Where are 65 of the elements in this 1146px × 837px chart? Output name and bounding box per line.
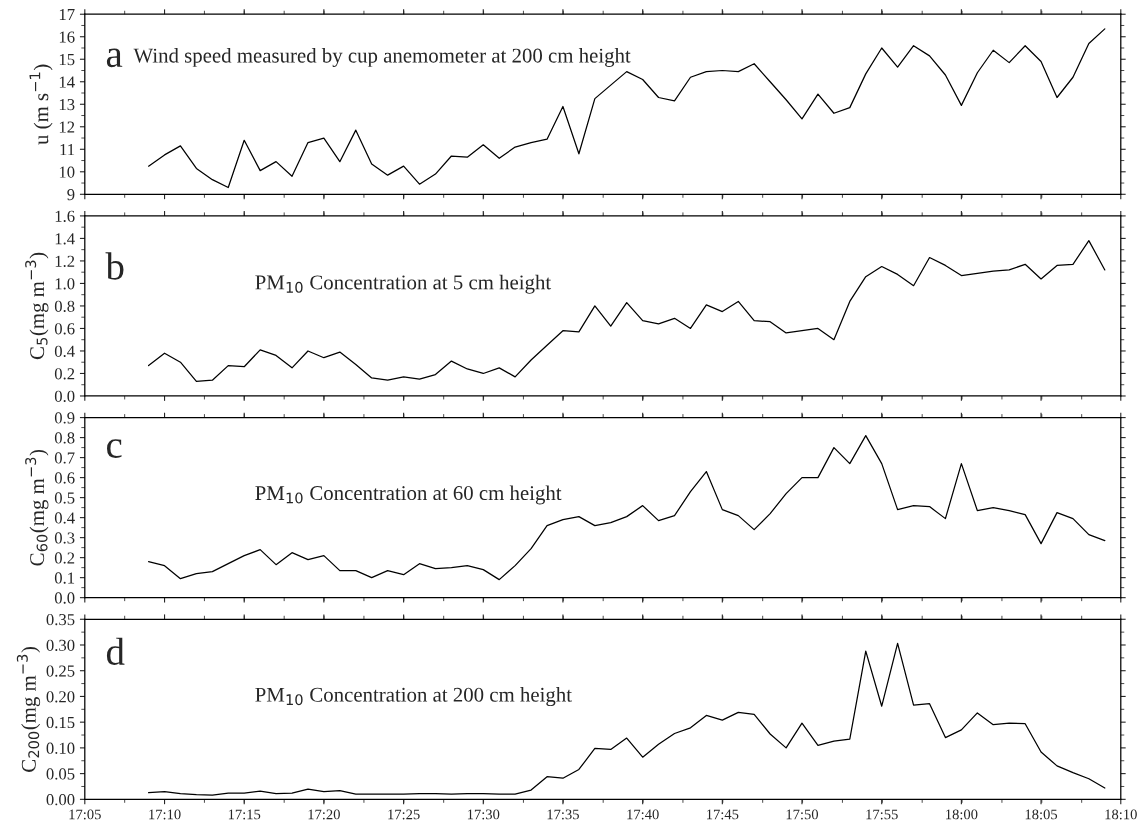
y-tick-label: 0.8 xyxy=(54,300,75,312)
y-tick-label: 0.3 xyxy=(54,532,75,544)
x-tick-label: 17:40 xyxy=(627,809,659,820)
x-tick-label: 17:20 xyxy=(308,809,340,820)
annotation: a xyxy=(106,48,123,68)
y-tick-label: 0.8 xyxy=(54,432,75,444)
x-tick-label: 18:10 xyxy=(1105,809,1137,820)
x-tick-label: 18:05 xyxy=(1025,809,1058,820)
annotation: Wind speed measured by cup anemometer at 200 cm height xyxy=(133,47,631,67)
annotation: PM$_{10}$ Concentration at 5 cm height xyxy=(255,274,552,294)
x-tick-label: 17:45 xyxy=(707,809,739,820)
annotation: PM$_{10}$ Concentration at 60 cm height xyxy=(255,485,562,505)
x-tick-label: 17:35 xyxy=(547,809,579,820)
annotation: c xyxy=(107,439,122,458)
y-tick-label: 14 xyxy=(59,76,75,88)
y-tick-label: 12 xyxy=(59,121,75,133)
y-tick-label: 1.2 xyxy=(55,255,75,267)
y-axis-title: C$_{5}$(mg m$^{−3}$) xyxy=(25,252,49,360)
y-tick-label: 0.0 xyxy=(54,390,75,402)
y-tick-label: 13 xyxy=(59,99,75,111)
y-tick-label: 0.9 xyxy=(54,412,75,424)
annotation: d xyxy=(106,637,125,666)
y-tick-label: 1.6 xyxy=(55,210,75,222)
y-tick-label: 17 xyxy=(59,9,75,21)
x-tick-label: 17:55 xyxy=(866,809,898,820)
y-tick-label: 0.30 xyxy=(46,639,75,652)
y-tick-label: 0.2 xyxy=(54,368,75,380)
y-tick-label: 0.20 xyxy=(46,691,75,703)
y-tick-label: 0.10 xyxy=(46,742,75,754)
x-tick-label: 18:00 xyxy=(946,809,978,820)
annotation: PM$_{10}$ Concentration at 200 cm height xyxy=(255,687,572,707)
x-tick-label: 17:30 xyxy=(467,809,500,820)
y-tick-label: 9 xyxy=(67,189,75,201)
annotation: b xyxy=(105,252,124,280)
line-series xyxy=(147,642,1106,796)
y-axis-title: C$_{60}$(mg m$^{−3}$) xyxy=(25,449,49,566)
y-tick-label: 0.0 xyxy=(54,592,75,604)
y-tick-label: 0.5 xyxy=(54,492,75,504)
x-tick-label: 17:05 xyxy=(69,809,101,820)
y-tick-label: 1.4 xyxy=(55,233,75,245)
y-tick-label: 16 xyxy=(59,31,75,43)
y-tick-label: 0.15 xyxy=(46,716,75,729)
y-axis-title: C$_{200}$(mg m$^{−3}$) xyxy=(16,646,41,772)
x-tick-label: 17:25 xyxy=(388,809,420,820)
y-axis-title: u (m s$^{−1}$) xyxy=(29,64,53,145)
y-tick-label: 0.6 xyxy=(54,472,75,484)
y-tick-label: 1.0 xyxy=(55,278,75,290)
y-tick-label: 0.6 xyxy=(54,323,75,335)
y-tick-label: 0.35 xyxy=(46,613,75,626)
y-tick-label: 11 xyxy=(60,144,75,156)
x-tick-label: 17:15 xyxy=(228,809,261,820)
y-tick-label: 0.1 xyxy=(54,572,75,584)
y-tick-label: 0.25 xyxy=(46,665,75,677)
line-series xyxy=(147,434,1106,581)
y-tick-label: 0.4 xyxy=(54,345,75,357)
y-tick-label: 0.2 xyxy=(54,552,75,564)
y-tick-label: 0.05 xyxy=(46,768,75,780)
y-tick-label: 15 xyxy=(59,54,75,66)
y-tick-label: 0.7 xyxy=(54,452,75,464)
y-tick-label: 0.4 xyxy=(54,512,75,524)
y-tick-label: 10 xyxy=(59,166,75,178)
y-tick-label: 0.00 xyxy=(46,794,75,806)
line-series xyxy=(147,240,1106,382)
x-tick-label: 17:10 xyxy=(149,809,181,820)
x-tick-label: 17:50 xyxy=(786,809,819,820)
